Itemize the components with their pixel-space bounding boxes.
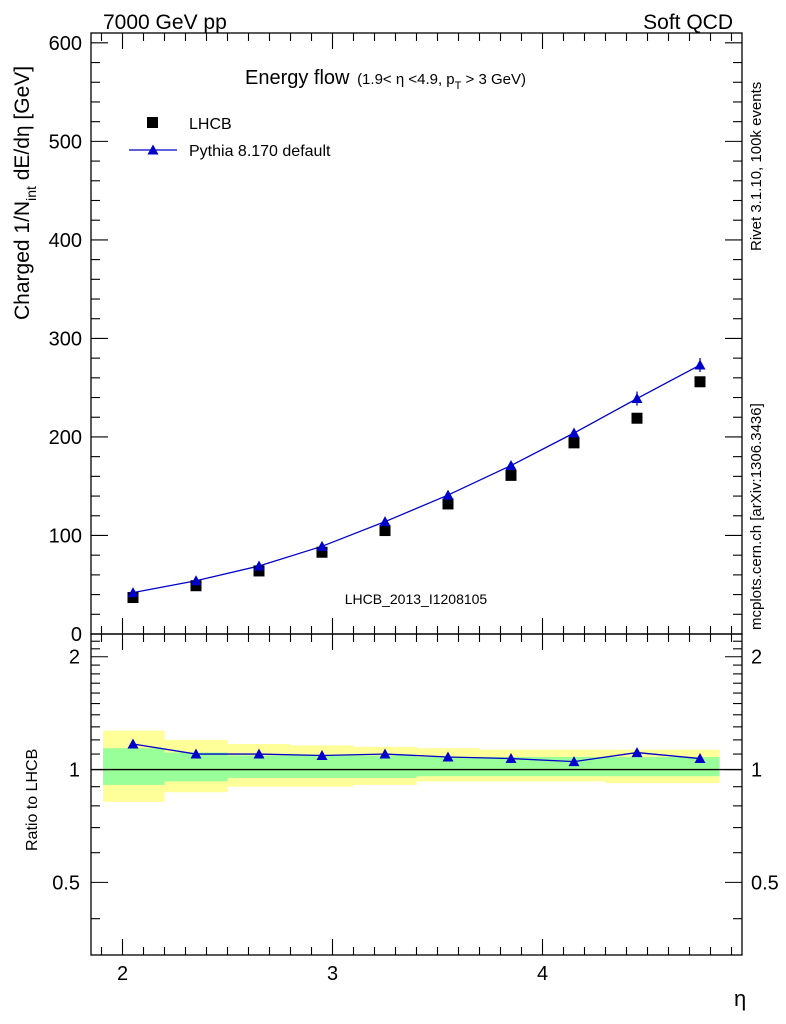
axes: 2 3 4 0 100 200 300 400 500 600 0.5 0.5 1 1 2 2 xyxy=(49,32,779,985)
pythia-point xyxy=(505,460,517,471)
x-tick-label: 3 xyxy=(327,963,338,985)
pythia-series-line xyxy=(132,364,701,594)
ratio-point xyxy=(316,750,328,761)
legend-marker-lhcb xyxy=(147,117,158,128)
ratio-band-green xyxy=(353,755,417,778)
pythia-point xyxy=(694,359,706,370)
main-title-text: Energy flow xyxy=(245,67,350,89)
lhcb-point xyxy=(694,376,706,388)
ratio-y-tick-label-right: 0.5 xyxy=(751,872,779,894)
analysis-watermark: LHCB_2013_I1208105 xyxy=(345,591,488,607)
main-title-cond: (1.9< η <4.9, pT > 3 GeV) xyxy=(357,71,526,92)
legend: LHCB Pythia 8.170 default xyxy=(129,116,331,160)
main-y-tick-label: 600 xyxy=(49,33,82,55)
ratio-point xyxy=(505,753,517,764)
ratio-y-tick-label-left: 0.5 xyxy=(52,872,80,894)
cond-part-1: (1.9< η <4.9, p xyxy=(357,71,455,88)
ratio-point xyxy=(442,751,454,762)
x-axis-label: η xyxy=(734,986,746,1011)
main-y-tick-label: 300 xyxy=(49,328,82,350)
legend-label-lhcb: LHCB xyxy=(189,116,232,133)
lhcb-point xyxy=(127,592,139,604)
main-ylabel-part-1: Charged 1/N xyxy=(11,201,34,320)
ratio-y-tick-label-left: 2 xyxy=(69,647,80,669)
main-y-tick-label: 0 xyxy=(71,624,82,646)
legend-marker-pythia xyxy=(147,144,159,155)
pythia-point xyxy=(127,587,139,598)
ratio-point xyxy=(190,748,202,759)
ratio-band-green xyxy=(227,755,291,778)
ratio-band-green xyxy=(605,757,669,777)
lhcb-point xyxy=(505,469,517,481)
pythia-point xyxy=(442,489,454,500)
main-y-tick-label: 100 xyxy=(49,525,82,547)
rivet-label: Rivet 3.1.10, 100k events xyxy=(748,82,765,251)
ratio-series-line xyxy=(132,743,701,763)
lhcb-point xyxy=(190,580,202,592)
pythia-point xyxy=(631,393,643,404)
header-left: 7000 GeV pp xyxy=(103,11,227,34)
data-marks xyxy=(127,358,706,767)
ratio-point xyxy=(568,756,580,767)
lhcb-point xyxy=(316,546,328,558)
ratio-y-tick-label-left: 1 xyxy=(69,760,80,782)
header-right: Soft QCD xyxy=(643,11,733,34)
pythia-point xyxy=(253,560,265,571)
x-tick-label: 4 xyxy=(537,963,548,985)
main-y-tick-label: 200 xyxy=(49,427,82,449)
ratio-band-green xyxy=(103,748,165,785)
ratio-band-green xyxy=(290,755,354,778)
ratio-point xyxy=(379,748,391,759)
x-tick-label: 2 xyxy=(117,963,128,985)
mcplots-label: mcplots.cern.ch [arXiv:1306.3436] xyxy=(748,403,765,630)
ratio-point xyxy=(253,748,265,759)
pythia-point xyxy=(379,516,391,527)
main-title: Energy flow (1.9< η <4.9, pT > 3 GeV) xyxy=(245,67,526,92)
ratio-band-green xyxy=(542,757,606,777)
legend-label-pythia: Pythia 8.170 default xyxy=(189,143,331,160)
ratio-y-tick-label-right: 1 xyxy=(751,760,762,782)
main-ylabel: Charged 1/Nint dE/dη [GeV] xyxy=(11,66,39,320)
cond-part-2: > 3 GeV) xyxy=(461,71,526,88)
lhcb-point xyxy=(379,525,391,537)
main-y-tick-label: 500 xyxy=(49,131,82,153)
ratio-band-green xyxy=(668,757,720,777)
main-y-tick-label: 400 xyxy=(49,230,82,252)
main-ylabel-part-2: dE/dη [GeV] xyxy=(11,66,34,186)
lhcb-point xyxy=(568,437,580,449)
ratio-point xyxy=(631,747,643,758)
pythia-point xyxy=(190,575,202,586)
ratio-band-green xyxy=(479,757,543,777)
ratio-band-green xyxy=(416,757,480,777)
ratio-ylabel: Ratio to LHCB xyxy=(24,749,41,851)
lhcb-point xyxy=(442,498,454,510)
main-ylabel-sub: int xyxy=(23,186,39,201)
lhcb-point xyxy=(253,565,265,577)
ratio-y-tick-label-right: 2 xyxy=(751,647,762,669)
ratio-point xyxy=(694,753,706,764)
pythia-point xyxy=(568,427,580,438)
cond-sub: T xyxy=(455,80,462,92)
lhcb-point xyxy=(631,412,643,424)
ratio-bands xyxy=(103,730,720,802)
ratio-point xyxy=(127,738,139,749)
pythia-point xyxy=(316,540,328,551)
ratio-panel-frame xyxy=(90,633,743,956)
